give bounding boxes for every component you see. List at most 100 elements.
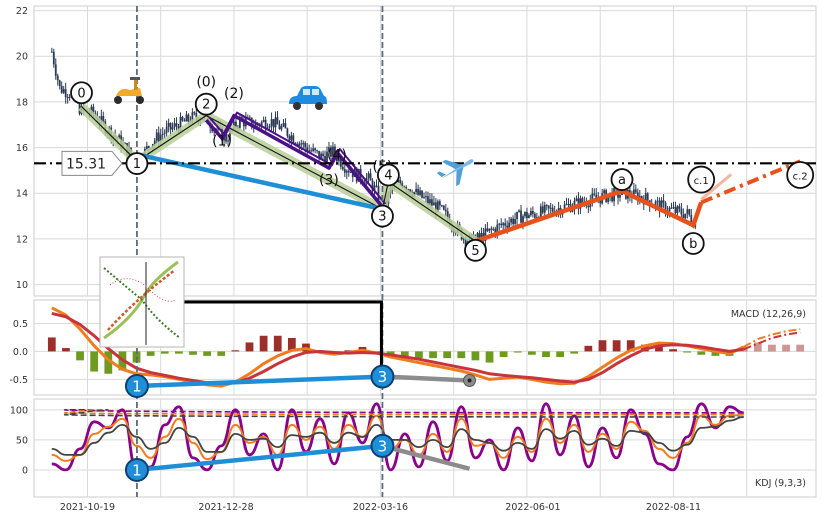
kdj-ytick-label: 50 xyxy=(16,435,28,446)
candle-body xyxy=(260,121,263,127)
candle-body xyxy=(276,117,279,125)
candle-body xyxy=(221,126,223,141)
candle-body xyxy=(52,51,55,65)
kdj-link-line xyxy=(381,443,471,471)
indicator-wave-circle xyxy=(124,374,149,399)
candle-body xyxy=(336,155,338,162)
indicator-wave-label: 3 xyxy=(378,368,388,386)
candle-body xyxy=(290,135,293,141)
candle-body xyxy=(280,126,283,130)
indicator-wave-label: 3 xyxy=(378,437,388,455)
candle-body xyxy=(349,171,352,173)
candle-body xyxy=(486,228,489,231)
macd-histogram-bar xyxy=(584,345,593,352)
price-ytick-label: 20 xyxy=(16,52,28,63)
candle-body xyxy=(341,166,344,170)
candle-body xyxy=(332,146,334,157)
candle-body xyxy=(179,117,182,131)
candle-body xyxy=(161,133,164,135)
wave-label: 5 xyxy=(471,244,479,259)
candle-body xyxy=(171,126,174,130)
candle-body xyxy=(66,97,69,99)
macd-histogram-bar xyxy=(499,351,508,357)
candle-body xyxy=(357,168,360,182)
wave-label: 1 xyxy=(133,157,141,172)
wave-label-circle xyxy=(687,165,716,194)
candle-body xyxy=(533,213,536,218)
candle-body xyxy=(334,146,336,156)
macd-histogram-bar xyxy=(429,351,437,359)
macd-histogram-bar xyxy=(457,351,466,359)
candle-body xyxy=(310,150,313,152)
candle-body xyxy=(157,132,160,142)
candle-body xyxy=(286,128,289,137)
candle-body xyxy=(549,207,552,209)
kdj-k-line-forecast xyxy=(63,408,744,416)
candle-body xyxy=(298,143,301,147)
price-ytick-label: 18 xyxy=(16,97,28,108)
candle-body xyxy=(464,238,467,246)
candle-body xyxy=(155,132,158,141)
candle-body xyxy=(567,203,570,205)
signal-forecast-line xyxy=(743,331,801,351)
reference-value-label: 15.31 xyxy=(66,156,106,172)
kdj-title: KDJ (9,3,3) xyxy=(755,478,806,489)
candle-body xyxy=(339,157,342,167)
macd-histogram-bar xyxy=(273,335,282,352)
macd-histogram-bar xyxy=(626,340,635,352)
candle-body xyxy=(504,223,507,226)
macd-histogram-bar xyxy=(485,351,494,363)
candle-body xyxy=(603,190,606,194)
price-ytick-label: 16 xyxy=(16,143,28,154)
candle-body xyxy=(539,206,542,220)
candle-body xyxy=(442,205,445,210)
macd-histogram-bar xyxy=(782,344,790,352)
candle-body xyxy=(419,190,421,195)
scooter-icon xyxy=(114,77,144,104)
subwave-line xyxy=(204,113,384,209)
candle-body xyxy=(446,211,449,219)
candle-body xyxy=(611,192,613,202)
candle-body xyxy=(324,155,326,162)
wave-label: c.1 xyxy=(694,176,709,187)
candle-body xyxy=(494,228,497,234)
candle-body xyxy=(308,150,311,152)
candle-body xyxy=(436,201,439,213)
candle-body xyxy=(60,86,63,93)
candle-body xyxy=(658,200,661,212)
candle-body xyxy=(640,196,643,200)
candle-body xyxy=(169,122,172,130)
candle-body xyxy=(62,89,65,93)
candle-body xyxy=(595,194,598,199)
macd-connector-line xyxy=(184,300,383,372)
macd-title: MACD (12,26,9) xyxy=(731,309,806,320)
candle-body xyxy=(427,196,429,204)
wave-label: a xyxy=(618,173,626,188)
macd-histogram-bar xyxy=(471,351,480,361)
macd-histogram-bar xyxy=(415,351,423,359)
candle-body xyxy=(425,196,427,198)
candle-body xyxy=(421,190,423,198)
candle-body xyxy=(235,121,237,128)
macd-histogram-bar xyxy=(90,351,99,372)
candle-body xyxy=(496,224,499,234)
wave-label: 0 xyxy=(77,86,85,101)
airplane-icon xyxy=(436,159,474,187)
wave-label-circle xyxy=(464,238,487,262)
wave-label-circle xyxy=(125,152,149,175)
wave-label-circle xyxy=(371,204,394,228)
forecast-fade xyxy=(700,173,733,201)
candle-body xyxy=(56,75,59,81)
candle-body xyxy=(399,179,402,184)
candle-body xyxy=(320,153,322,159)
candle-body xyxy=(444,209,447,212)
macd-histogram-bar xyxy=(669,349,677,352)
candle-body xyxy=(660,200,663,212)
candle-body xyxy=(145,146,148,149)
candle-body xyxy=(165,126,168,133)
candle-body xyxy=(682,214,685,219)
candle-body xyxy=(438,201,441,206)
candle-body xyxy=(50,51,53,53)
candle-body xyxy=(262,119,265,122)
wave-label-circle xyxy=(376,163,400,187)
